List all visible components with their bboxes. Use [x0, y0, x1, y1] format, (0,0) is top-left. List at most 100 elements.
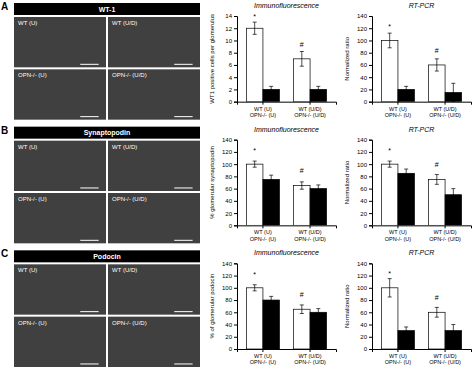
y-tick-mark [234, 89, 237, 90]
x-tick-mark [310, 102, 311, 105]
y-axis: 02468101214 [225, 13, 237, 105]
y-tick: 40 [225, 322, 237, 328]
y-tick-label: 2 [229, 87, 233, 93]
y-tick: 140 [357, 261, 372, 267]
series [263, 296, 327, 349]
y-tick: 100 [357, 285, 372, 291]
y-tick-label: 60 [225, 310, 232, 316]
x-axis: WT (U)OPN-/- (U)WT (U/D)OPN-/- (U/D) [373, 225, 472, 241]
y-tick: 40 [360, 198, 372, 204]
x-tick-label-line: WT (U) [254, 353, 272, 359]
y-tick-mark [369, 288, 372, 289]
scale-bar [174, 116, 192, 117]
y-tick-label: 20 [360, 211, 367, 217]
y-tick-mark [234, 337, 237, 338]
plot-area: 020406080100120140WT (U)OPN-/- (U)WT (U/… [357, 13, 472, 117]
x-tick-label: WT (U)OPN-/- (U) [250, 353, 276, 365]
x-axis-line [238, 350, 337, 353]
error-bar [253, 22, 257, 34]
x-tick-label-line: WT (U/D) [434, 106, 457, 112]
annotation: # [300, 167, 304, 174]
y-tick-mark [234, 325, 237, 326]
bar-chart: 020406080100120140WT (U)OPN-/- (U)WT (U/… [209, 249, 337, 365]
series [263, 175, 327, 225]
image-label: WT (U) [18, 267, 37, 273]
plot-area: 020406080100120140WT (U)OPN-/- (U)WT (U/… [357, 137, 472, 241]
scale-bar [174, 64, 192, 65]
chart-title: RT-PCR [409, 126, 435, 133]
x-axis: WT (U)OPN-/- (U) WT (U/D)OPN-/- (U/D) [238, 225, 337, 241]
x-tick-label-line: OPN-/- (U) [385, 359, 411, 365]
y-tick-mark [234, 213, 237, 214]
title-bar [14, 3, 200, 15]
y-axis: 020406080100120140 [222, 261, 238, 353]
error-bar [253, 161, 257, 167]
y-tick: 120 [222, 149, 237, 155]
y-tick: 120 [357, 273, 372, 279]
y-tick-label: 0 [364, 346, 368, 352]
y-tick-label: 140 [357, 261, 368, 267]
image-label: WT (U) [18, 20, 37, 26]
y-axis-line [234, 264, 238, 350]
bar [246, 288, 263, 349]
y-tick-mark [369, 152, 372, 153]
y-tick: 0 [364, 223, 372, 229]
image-panel: CPodocinWT (U)WT (U/D)OPN-/- (U)OPN-/- (… [1, 248, 200, 367]
y-tick-mark [234, 102, 237, 103]
x-tick: WT (U/D)OPN-/- (U/D) [294, 349, 326, 365]
annotation: # [435, 47, 439, 54]
error-bar [404, 169, 408, 178]
bar [381, 164, 398, 225]
error-bar [388, 33, 392, 48]
x-tick-label-line: OPN-/- (U) [385, 112, 411, 118]
scale-bar [80, 240, 98, 241]
y-tick: 40 [360, 322, 372, 328]
bar [429, 312, 446, 349]
image-label: OPN-/- (U/D) [112, 320, 147, 326]
error-bar [253, 285, 257, 291]
y-tick-label: 120 [357, 149, 368, 155]
x-tick: WT (U/D)OPN-/- (U/D) [294, 225, 326, 241]
y-tick: 100 [222, 285, 237, 291]
image-cell [108, 193, 200, 243]
y-tick-mark [234, 140, 237, 141]
y-tick-label: 40 [360, 75, 367, 81]
image-title: WT-1 [99, 6, 116, 13]
error-bar [300, 182, 304, 189]
x-tick: WT (U)OPN-/- (U) [385, 102, 411, 118]
y-tick-label: 80 [360, 50, 367, 56]
y-tick-mark [234, 28, 237, 29]
x-tick-mark [397, 102, 398, 105]
x-tick: WT (U/D)OPN-/- (U/D) [429, 102, 461, 118]
series [381, 161, 445, 225]
image-cell [108, 264, 200, 314]
y-tick: 60 [360, 62, 372, 68]
x-tick-label-line: WT (U/D) [299, 229, 322, 235]
bar [246, 28, 262, 101]
x-tick-mark [445, 102, 446, 105]
y-tick-mark [234, 300, 237, 301]
x-tick-label-line: WT (U) [389, 106, 407, 112]
marks [246, 285, 326, 349]
annotation: # [300, 291, 304, 298]
x-axis-line [238, 102, 337, 105]
y-tick: 20 [360, 211, 372, 217]
y-tick-mark [369, 300, 372, 301]
x-tick: WT (U)OPN-/- (U) [250, 225, 276, 241]
y-tick: 0 [229, 99, 237, 105]
y-axis-title: Normalized ratio [344, 160, 350, 204]
y-tick: 0 [364, 346, 372, 352]
annotation: * [253, 271, 256, 278]
x-tick-label-line: OPN-/- (U) [250, 112, 276, 118]
x-tick-mark [397, 349, 398, 352]
bar [398, 173, 415, 225]
bar [310, 312, 327, 349]
y-tick-label: 100 [222, 285, 233, 291]
image-title: Synaptopodin [84, 129, 131, 137]
x-tick-label: WT (U/D)OPN-/- (U/D) [294, 229, 326, 241]
y-tick-mark [234, 152, 237, 153]
image-label: OPN-/- (U) [18, 72, 47, 78]
y-axis-title: % of glomerular podocin [209, 274, 215, 339]
y-tick: 14 [225, 13, 237, 19]
y-tick-label: 120 [357, 273, 368, 279]
